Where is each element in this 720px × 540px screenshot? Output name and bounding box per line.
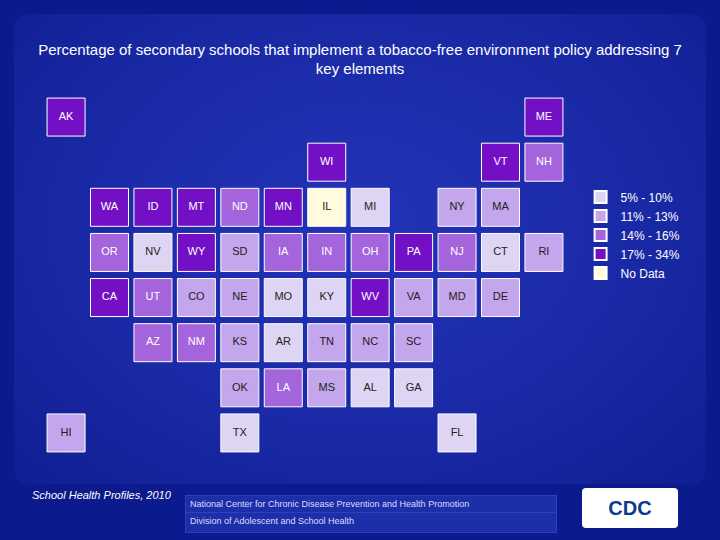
svg-text:CT: CT bbox=[493, 245, 508, 257]
svg-text:ID: ID bbox=[147, 200, 158, 212]
svg-text:NH: NH bbox=[536, 155, 552, 167]
svg-text:HI: HI bbox=[61, 426, 72, 438]
svg-text:OR: OR bbox=[101, 245, 118, 257]
svg-text:14% - 16%: 14% - 16% bbox=[621, 229, 680, 243]
svg-text:NV: NV bbox=[145, 245, 161, 257]
svg-text:ME: ME bbox=[536, 110, 553, 122]
svg-text:AZ: AZ bbox=[146, 335, 160, 347]
svg-text:VA: VA bbox=[407, 290, 422, 302]
svg-text:KY: KY bbox=[319, 290, 334, 302]
svg-text:NC: NC bbox=[362, 335, 378, 347]
svg-text:AK: AK bbox=[59, 110, 74, 122]
svg-text:SC: SC bbox=[406, 335, 421, 347]
html-text:School Health Profiles, 2010: School Health Profiles, 2010 bbox=[32, 489, 171, 501]
svg-text:MD: MD bbox=[448, 290, 465, 302]
svg-text:MO: MO bbox=[274, 290, 292, 302]
svg-text:MA: MA bbox=[492, 200, 509, 212]
svg-text:WA: WA bbox=[101, 200, 119, 212]
svg-text:NE: NE bbox=[232, 290, 247, 302]
svg-text:KS: KS bbox=[232, 335, 247, 347]
svg-text:SD: SD bbox=[232, 245, 247, 257]
svg-text:IA: IA bbox=[278, 245, 289, 257]
svg-text:GA: GA bbox=[406, 381, 423, 393]
svg-text:VT: VT bbox=[493, 155, 507, 167]
html-text:National Center for Chronic Di: National Center for Chronic Disease Prev… bbox=[190, 499, 470, 509]
svg-text:RI: RI bbox=[538, 245, 549, 257]
svg-text:MN: MN bbox=[275, 200, 292, 212]
svg-text:PA: PA bbox=[407, 245, 422, 257]
svg-text:CA: CA bbox=[102, 290, 118, 302]
html-text:Division of Adolescent and Sch: Division of Adolescent and School Health bbox=[190, 516, 355, 526]
svg-text:UT: UT bbox=[146, 290, 161, 302]
svg-text:FL: FL bbox=[451, 426, 464, 438]
svg-text:No Data: No Data bbox=[621, 267, 665, 281]
svg-text:5% - 10%: 5% - 10% bbox=[621, 191, 673, 205]
svg-text:WY: WY bbox=[188, 245, 206, 257]
svg-text:ND: ND bbox=[232, 200, 248, 212]
svg-text:CO: CO bbox=[188, 290, 205, 302]
svg-text:17% - 34%: 17% - 34% bbox=[621, 248, 680, 262]
svg-text:WI: WI bbox=[320, 155, 333, 167]
svg-text:MI: MI bbox=[364, 200, 376, 212]
svg-text:MT: MT bbox=[188, 200, 204, 212]
svg-text:AR: AR bbox=[276, 335, 291, 347]
svg-text:OK: OK bbox=[232, 381, 249, 393]
svg-text:NM: NM bbox=[188, 335, 205, 347]
svg-text:TN: TN bbox=[319, 335, 334, 347]
html-text:Percentage of secondary school: Percentage of secondary schools that imp… bbox=[38, 41, 682, 77]
svg-text:IL: IL bbox=[322, 200, 331, 212]
html-text:CDC: CDC bbox=[608, 497, 652, 519]
svg-text:11% - 13%: 11% - 13% bbox=[621, 210, 679, 224]
svg-text:LA: LA bbox=[277, 381, 291, 393]
svg-text:IN: IN bbox=[321, 245, 332, 257]
svg-text:WV: WV bbox=[361, 290, 379, 302]
svg-text:NJ: NJ bbox=[450, 245, 463, 257]
svg-text:MS: MS bbox=[318, 381, 335, 393]
svg-text:TX: TX bbox=[233, 426, 248, 438]
svg-text:NY: NY bbox=[449, 200, 465, 212]
svg-text:OH: OH bbox=[362, 245, 379, 257]
svg-text:DE: DE bbox=[493, 290, 508, 302]
svg-text:AL: AL bbox=[363, 381, 376, 393]
